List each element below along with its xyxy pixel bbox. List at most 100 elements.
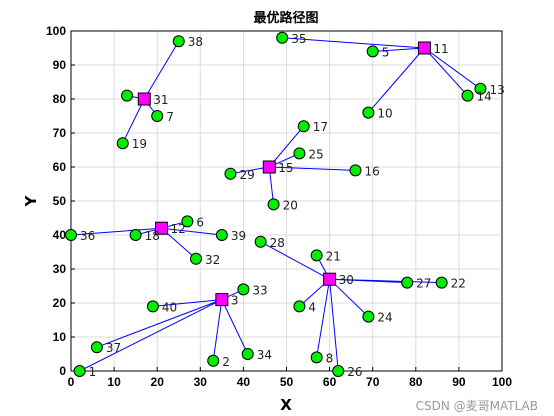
route-line <box>368 47 425 113</box>
center-node-marker <box>155 221 169 235</box>
x-tick-label: 80 <box>409 375 423 389</box>
y-tick-label: 80 <box>53 92 67 106</box>
x-tick-label: 10 <box>107 375 121 389</box>
route-line <box>260 241 330 280</box>
customer-node-marker <box>276 31 289 44</box>
node-label: 26 <box>347 365 362 379</box>
node-label: 33 <box>252 283 267 297</box>
node-label: 8 <box>326 351 334 365</box>
customer-node-marker <box>310 351 323 364</box>
node-label: 3 <box>231 294 239 308</box>
customer-node-marker <box>362 106 375 119</box>
node-label: 38 <box>188 35 203 49</box>
y-tick-label: 10 <box>53 330 67 344</box>
customer-node-marker <box>151 110 164 122</box>
node-label: 16 <box>364 164 379 178</box>
customer-node-marker <box>349 164 362 177</box>
node-label: 19 <box>132 137 147 151</box>
node-label: 40 <box>162 300 177 314</box>
customer-node-marker <box>401 276 414 289</box>
customer-node-marker <box>474 82 487 95</box>
node-label: 2 <box>222 355 230 369</box>
customer-node-marker <box>366 45 379 58</box>
y-tick-label: 90 <box>53 58 67 72</box>
customer-node-marker <box>224 167 237 180</box>
x-tick-label: 20 <box>151 375 165 389</box>
route-line <box>282 37 425 49</box>
customer-node-marker <box>65 229 77 241</box>
nodes <box>65 31 487 377</box>
customer-node-marker <box>189 252 202 265</box>
route-line <box>212 299 223 361</box>
route-line <box>96 299 223 348</box>
chart-title: 最优路径图 <box>253 10 318 26</box>
node-label: 31 <box>153 93 168 107</box>
customer-node-marker <box>435 276 448 289</box>
node-label: 11 <box>433 42 448 56</box>
node-label: 28 <box>270 236 285 250</box>
node-label: 30 <box>339 273 354 287</box>
route-line <box>424 47 468 96</box>
route-line <box>269 166 356 171</box>
center-node-marker <box>262 160 276 174</box>
customer-node-marker <box>181 215 194 228</box>
node-label: 21 <box>326 249 341 263</box>
node-label: 7 <box>166 110 174 124</box>
node-label: 10 <box>377 107 392 121</box>
node-label: 15 <box>278 161 293 175</box>
node-label: 6 <box>196 215 204 229</box>
route-line <box>122 98 145 144</box>
center-node-marker <box>215 293 229 307</box>
customer-node-marker <box>267 198 280 211</box>
y-tick-label: 70 <box>53 126 67 140</box>
customer-node-marker <box>116 137 129 150</box>
x-tick-label: 100 <box>492 375 512 389</box>
customer-node-marker <box>237 283 250 296</box>
customer-node-marker <box>172 35 185 48</box>
route-line <box>161 227 222 236</box>
customer-node-marker <box>297 120 310 133</box>
node-label: 18 <box>145 229 160 243</box>
node-label: 27 <box>416 277 431 291</box>
route-line <box>424 47 481 90</box>
customer-node-marker <box>293 147 306 160</box>
node-label: 22 <box>451 277 466 291</box>
x-axis-title: X <box>280 396 292 414</box>
node-label: 24 <box>377 311 392 325</box>
y-tick-label: 50 <box>53 194 67 208</box>
customer-node-marker <box>73 365 86 377</box>
node-label: 34 <box>257 348 272 362</box>
route-line <box>316 279 331 358</box>
customer-node-marker <box>207 354 220 367</box>
node-label: 13 <box>489 83 504 97</box>
y-tick-label: 30 <box>53 262 67 276</box>
center-node-marker <box>417 41 431 55</box>
route-line <box>329 279 339 372</box>
route-line <box>372 47 425 52</box>
node-label: 12 <box>171 222 186 236</box>
node-label: 35 <box>291 32 306 46</box>
customer-node-marker <box>310 249 323 262</box>
y-tick-label: 0 <box>59 364 66 378</box>
y-axis-ticks: 0 10 20 30 40 50 60 70 80 90 100 <box>46 24 75 378</box>
y-tick-label: 100 <box>46 24 66 38</box>
node-label: 36 <box>80 229 95 243</box>
node-label: 39 <box>231 229 246 243</box>
x-axis-ticks: 0 10 20 30 40 50 60 70 80 90 100 <box>68 367 512 389</box>
customer-node-marker <box>129 229 142 241</box>
route-line <box>79 299 223 372</box>
node-label: 1 <box>89 365 97 379</box>
x-tick-label: 60 <box>323 375 337 389</box>
csdn-watermark: CSDN @麦哥MATLAB <box>415 399 538 413</box>
center-node-marker <box>137 92 151 106</box>
customer-node-marker <box>461 89 474 102</box>
route-line <box>143 40 180 100</box>
node-label: 14 <box>477 90 492 104</box>
customer-node-marker <box>254 235 267 248</box>
route-line <box>152 299 222 307</box>
node-label: 29 <box>239 168 254 182</box>
customer-node-marker <box>90 341 103 354</box>
node-label: 17 <box>313 120 328 134</box>
